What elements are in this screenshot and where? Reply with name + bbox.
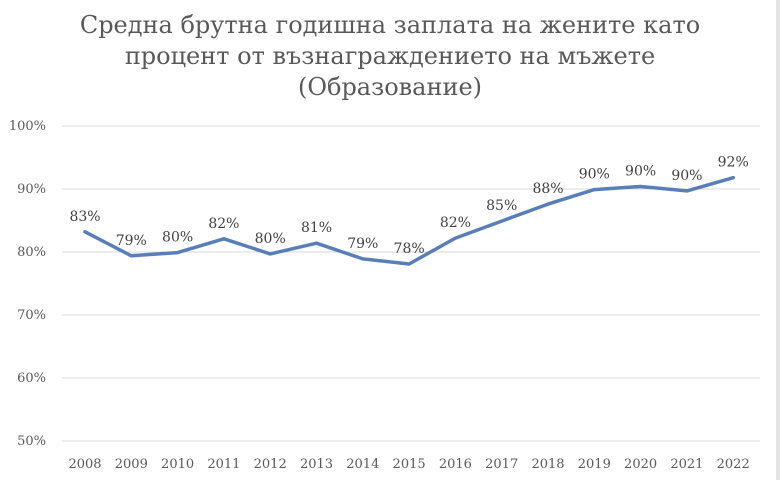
x-tick-label-2019: 2019 xyxy=(578,457,611,472)
data-point-2014 xyxy=(361,257,365,261)
data-point-2012 xyxy=(268,252,272,256)
data-label-2019: 90% xyxy=(579,167,610,183)
data-label-2008: 83% xyxy=(69,209,100,225)
x-tick-label-2020: 2020 xyxy=(624,457,657,472)
x-tick-label-2009: 2009 xyxy=(115,457,148,472)
data-point-2019 xyxy=(592,188,596,192)
data-point-2015 xyxy=(407,262,411,266)
data-label-2014: 79% xyxy=(347,236,378,252)
x-tick-label-2014: 2014 xyxy=(346,457,379,472)
y-tick-label-80: 80% xyxy=(17,245,46,260)
x-tick-label-2010: 2010 xyxy=(161,457,194,472)
data-label-2016: 82% xyxy=(440,215,471,231)
x-tick-label-2008: 2008 xyxy=(68,457,101,472)
data-label-2018: 88% xyxy=(532,181,563,197)
x-tick-label-2011: 2011 xyxy=(207,457,240,472)
y-tick-label-100: 100% xyxy=(9,119,46,134)
x-tick-label-2013: 2013 xyxy=(300,457,333,472)
data-point-2016 xyxy=(453,236,457,240)
data-point-2009 xyxy=(129,254,133,258)
chart-title-line-2: процент от възнаграждението на мъжете xyxy=(124,42,656,70)
x-tick-label-2015: 2015 xyxy=(393,457,426,472)
data-point-2008 xyxy=(83,230,87,234)
x-tick-label-2018: 2018 xyxy=(531,457,564,472)
chart-title-line-3: (Образование) xyxy=(297,73,483,101)
y-tick-label-60: 60% xyxy=(17,371,46,386)
data-point-2017 xyxy=(500,219,504,223)
data-point-2011 xyxy=(222,237,226,241)
data-label-2017: 85% xyxy=(486,198,517,214)
right-border xyxy=(776,0,780,480)
x-tick-label-2017: 2017 xyxy=(485,457,518,472)
data-label-2020: 90% xyxy=(625,163,656,179)
x-tick-label-2021: 2021 xyxy=(670,457,703,472)
data-point-2010 xyxy=(176,251,180,255)
data-label-2021: 90% xyxy=(671,168,702,184)
chart-title-line-1: Средна брутна годишна заплата на жените … xyxy=(79,11,701,39)
data-label-2022: 92% xyxy=(718,155,749,171)
x-tick-label-2016: 2016 xyxy=(439,457,472,472)
data-label-2010: 80% xyxy=(162,230,193,246)
data-point-2018 xyxy=(546,202,550,206)
data-label-2013: 81% xyxy=(301,220,332,236)
data-label-2015: 78% xyxy=(394,241,425,257)
data-point-2021 xyxy=(685,189,689,193)
data-point-2022 xyxy=(731,176,735,180)
y-tick-label-70: 70% xyxy=(17,308,46,323)
y-tick-label-50: 50% xyxy=(17,434,46,449)
x-tick-label-2012: 2012 xyxy=(254,457,287,472)
y-tick-label-90: 90% xyxy=(17,182,46,197)
data-label-2012: 80% xyxy=(255,231,286,247)
data-point-2013 xyxy=(314,241,319,245)
chart-title: Средна брутна годишна заплата на жените … xyxy=(0,10,780,103)
x-tick-label-2022: 2022 xyxy=(717,457,750,472)
data-label-2009: 79% xyxy=(116,233,147,249)
data-point-2020 xyxy=(639,184,643,189)
data-label-2011: 82% xyxy=(208,216,239,232)
